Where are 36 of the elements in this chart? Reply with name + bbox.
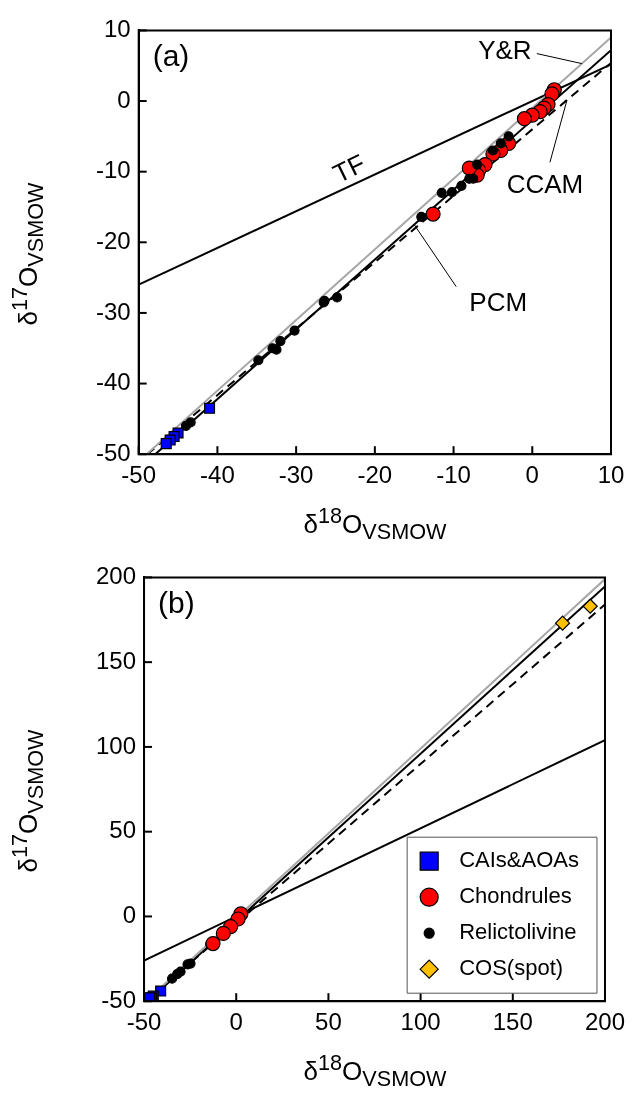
y-tick-label: -40: [96, 368, 131, 396]
y-tick-label: 150: [96, 646, 137, 674]
y-tick-label: 50: [109, 816, 137, 844]
x-tick-label: 200: [584, 1008, 625, 1036]
x-tick-label: 10: [597, 461, 625, 489]
y-tick-label: 0: [117, 85, 131, 113]
y-tick-label: -50: [96, 438, 131, 466]
x-tick-label: 150: [492, 1008, 533, 1036]
x-axis-title: δ$^{18}$O$_{VSMOW}$: [302, 1050, 448, 1092]
x-axis-title: δ$^{18}$O$_{VSMOW}$: [302, 503, 448, 545]
x-tick-label: 0: [525, 461, 539, 489]
y-tick-label: 200: [96, 562, 137, 590]
x-tick-label: -40: [200, 461, 235, 489]
y-tick-label: -10: [96, 156, 131, 184]
x-tick-label: -10: [436, 461, 471, 489]
annotation: (a): [152, 38, 190, 72]
annotation: CCAM: [506, 169, 584, 200]
annotation: TF: [328, 147, 370, 189]
legend-label: COS(spot): [459, 955, 564, 981]
y-tick-label: 10: [103, 15, 131, 43]
x-tick-label: -20: [357, 461, 393, 489]
legend-label: Chondrules: [459, 883, 572, 909]
annotation: PCM: [469, 286, 528, 317]
y-tick-label: 0: [122, 901, 137, 929]
legend-label: Relictolivine: [459, 919, 577, 945]
x-tick-label: -30: [278, 461, 314, 489]
y-tick-label: -20: [96, 226, 131, 254]
legend-label: CAIs&AOAs: [459, 847, 579, 873]
annotation: (b): [158, 585, 195, 619]
x-tick-label: 50: [315, 1008, 342, 1036]
y-tick-label: -50: [101, 985, 137, 1013]
y-tick-label: -30: [96, 297, 131, 325]
x-tick-label: 0: [229, 1008, 243, 1036]
y-tick-label: 100: [96, 731, 137, 759]
x-tick-label: 100: [400, 1008, 441, 1036]
annotation: Y&R: [478, 34, 532, 65]
